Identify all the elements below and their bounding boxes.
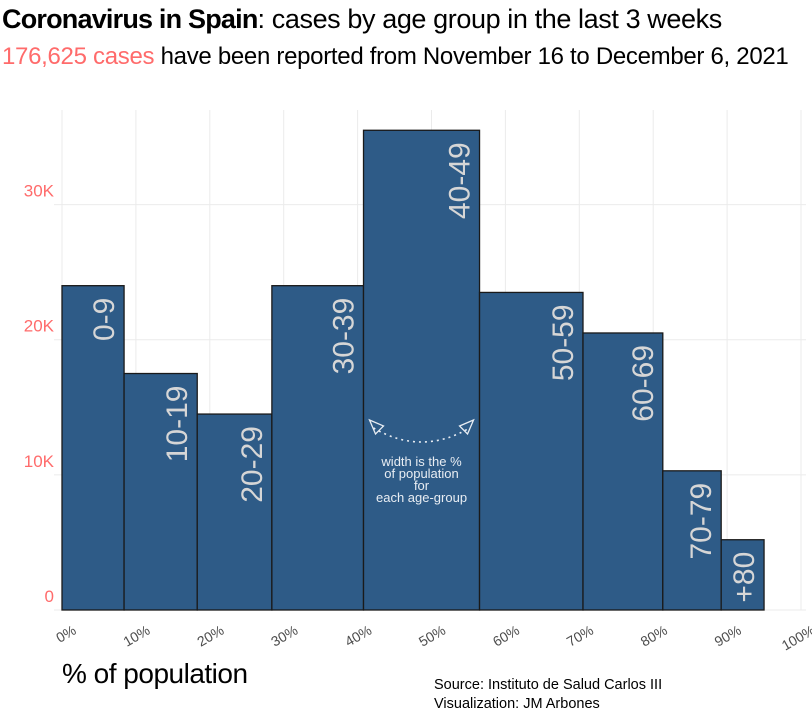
bar	[662, 470, 722, 611]
bar	[362, 129, 481, 611]
x-tick-label: 70%	[564, 622, 596, 650]
subtitle-date-range: have been reported from November 16 to D…	[154, 43, 789, 70]
chart-title: Coronavirus in Spain: cases by age group…	[2, 2, 722, 36]
x-tick-label: 90%	[712, 622, 744, 650]
bar-label: 20-29	[236, 426, 269, 503]
chart-title-bold: Coronavirus in Spain	[2, 4, 258, 34]
annotation-arrowhead-right	[458, 418, 475, 436]
bar-label: 60-69	[627, 345, 660, 422]
x-tick-label: 20%	[194, 622, 226, 650]
bar-label: 30-39	[328, 298, 361, 375]
bar-label: 50-59	[547, 304, 580, 381]
y-tick-label: 20K	[24, 317, 55, 336]
annotation-arrowhead-left	[368, 418, 385, 436]
y-tick-label: 0	[45, 587, 54, 606]
bar-label: 10-19	[161, 386, 194, 463]
x-tick-label: 100%	[779, 622, 812, 654]
source-credit: Source: Instituto de Salud Carlos III Vi…	[434, 676, 662, 714]
x-tick-label: 60%	[490, 622, 522, 650]
annotation-text: width is the %	[380, 454, 462, 469]
bar	[720, 539, 765, 611]
annotation-text: for	[414, 478, 430, 493]
bar	[582, 332, 664, 611]
x-tick-label: 50%	[416, 622, 448, 650]
bar	[478, 291, 584, 611]
x-tick-label: 40%	[342, 622, 374, 650]
bar-label: 0-9	[88, 298, 121, 341]
bar-label: 70-79	[685, 483, 718, 560]
bar-label: 40-49	[444, 142, 477, 219]
x-tick-label: 30%	[268, 622, 300, 650]
annotation-text: each age-group	[376, 490, 467, 505]
bar	[271, 285, 365, 611]
visualization-credit: Visualization: JM Arbones	[434, 696, 600, 712]
chart-title-rest: : cases by age group in the last 3 weeks	[257, 4, 723, 34]
bar	[196, 413, 273, 611]
bar-label: +80	[728, 552, 761, 603]
subtitle-case-count: 176,625	[2, 43, 87, 70]
y-tick-label: 10K	[24, 452, 55, 471]
x-tick-label: 0%	[53, 622, 79, 646]
x-tick-label: 80%	[638, 622, 670, 650]
source-text: Source: Instituto de Salud Carlos III	[434, 677, 663, 693]
annotation-text: of population	[384, 466, 458, 481]
x-axis-label: % of population	[62, 658, 248, 689]
subtitle-cases-word: cases	[86, 43, 155, 70]
y-tick-label: 30K	[24, 182, 55, 201]
chart-subtitle: 176,625 cases have been reported from No…	[2, 42, 789, 72]
x-tick-label: 10%	[120, 622, 152, 650]
